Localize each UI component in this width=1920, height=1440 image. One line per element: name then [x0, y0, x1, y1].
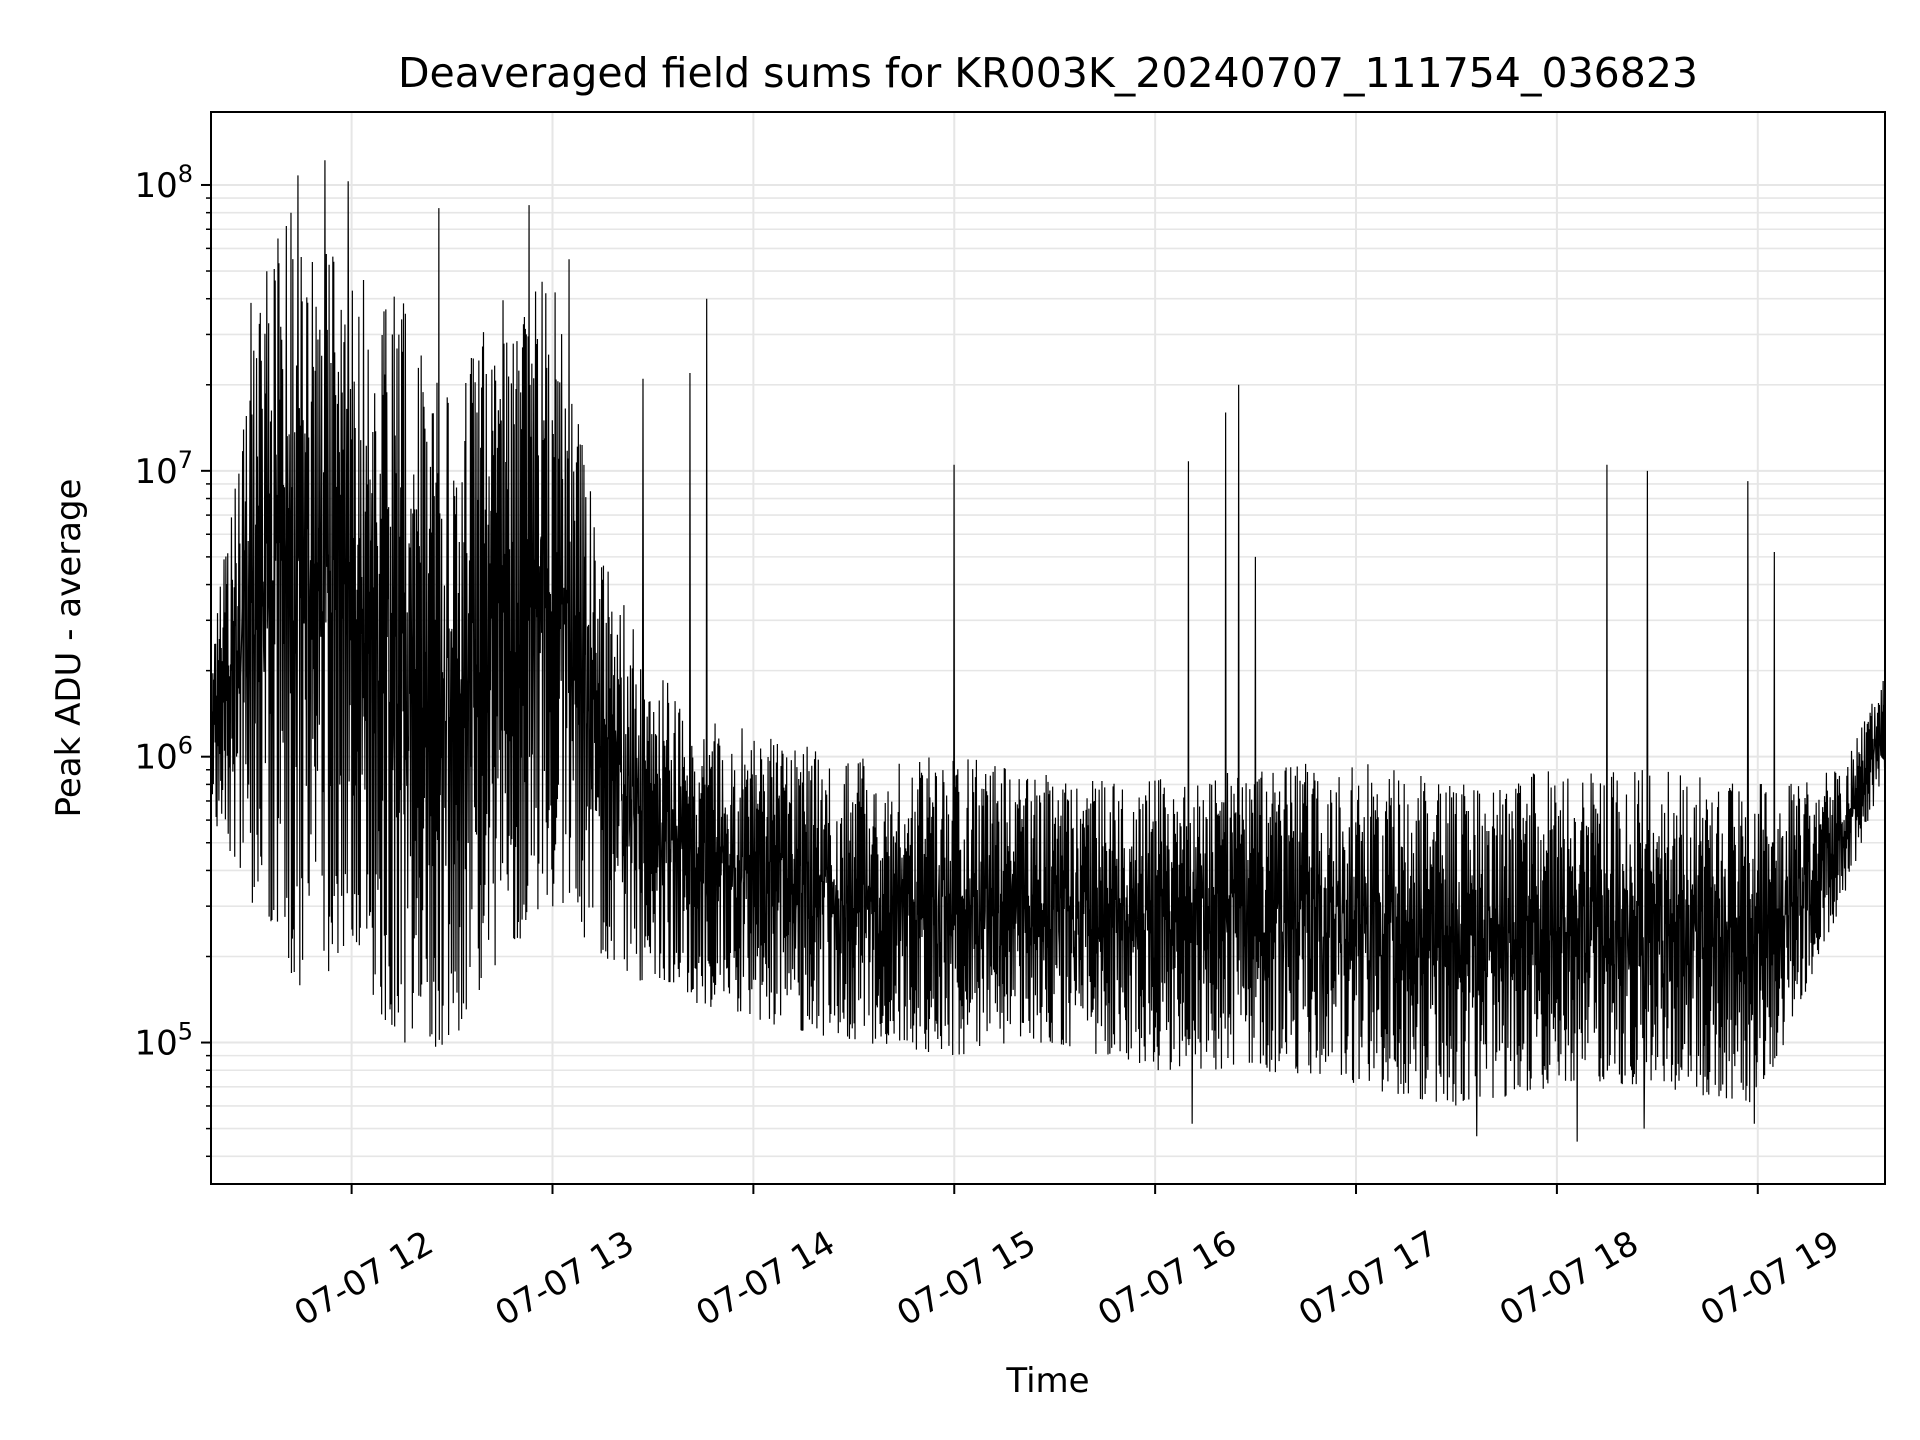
y-tick-base: 10	[134, 1024, 177, 1064]
y-tick-label: 105	[134, 1018, 193, 1064]
y-tick-label: 108	[134, 160, 193, 206]
y-tick-exponent: 6	[178, 732, 193, 760]
y-tick-base: 10	[134, 166, 177, 206]
plot-frame	[210, 111, 1886, 1185]
y-tick-base: 10	[134, 738, 177, 778]
series-line	[210, 160, 1886, 1142]
y-tick-label: 106	[134, 732, 193, 778]
data-series	[210, 160, 1886, 1142]
y-tick-exponent: 8	[178, 160, 193, 188]
y-tick-exponent: 7	[178, 446, 193, 474]
y-tick-base: 10	[134, 452, 177, 492]
y-axis-label: Peak ADU - average	[49, 479, 89, 818]
x-axis-label: Time	[1005, 1361, 1089, 1401]
y-tick-label: 107	[134, 446, 193, 492]
y-tick-exponent: 5	[178, 1018, 193, 1046]
chart-title: Deaveraged field sums for KR003K_2024070…	[398, 49, 1698, 97]
